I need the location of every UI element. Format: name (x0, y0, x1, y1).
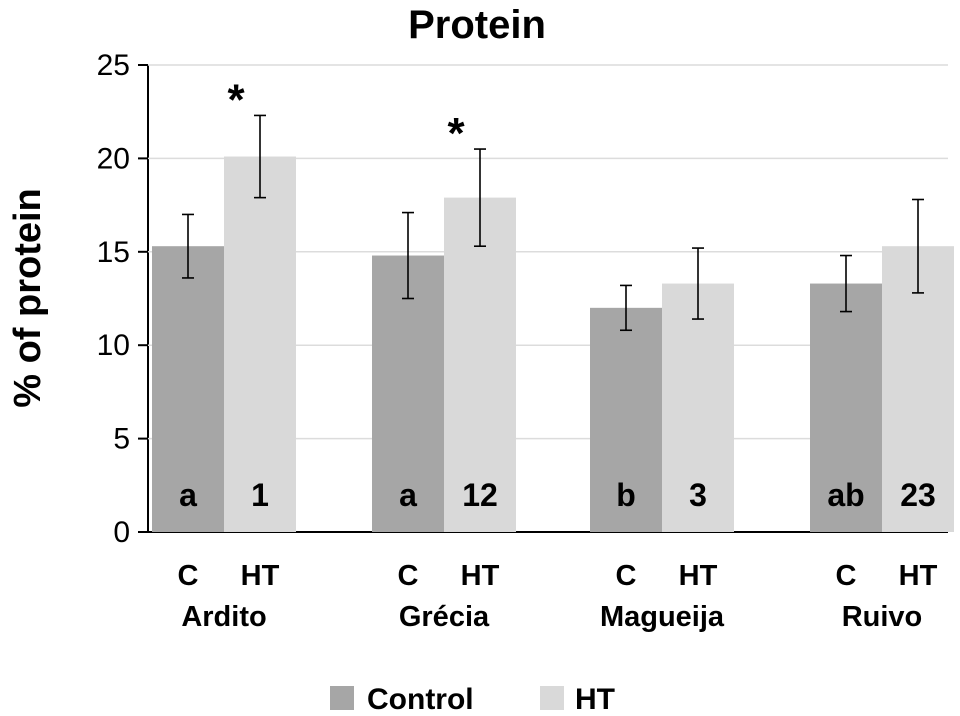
bar-ht-grécia (444, 197, 516, 533)
bar-ht-ruivo (882, 246, 954, 533)
bar-control-magueija (590, 307, 662, 532)
bar-significance-label: a (399, 477, 417, 513)
y-tick-label: 5 (113, 423, 130, 456)
bar-significance-label: ab (827, 477, 864, 513)
bar-significance-label: b (616, 477, 636, 513)
category-label: Magueija (600, 601, 725, 633)
y-axis-ticks: 0 5 10 15 20 25 (97, 49, 130, 549)
legend: Control HT (330, 683, 615, 716)
y-tick-label: 20 (97, 142, 130, 175)
legend-label-control: Control (367, 683, 474, 716)
x-tick-label: HT (899, 560, 938, 592)
bars: a 1 * a 12 * b 3 ab 23 (152, 75, 954, 533)
bar-ht-ardito (224, 156, 296, 533)
x-tick-label: HT (461, 560, 500, 592)
x-tick-label: C (178, 560, 199, 592)
significance-asterisk: * (447, 109, 465, 158)
y-tick-label: 25 (97, 49, 130, 82)
x-tick-label: C (616, 560, 637, 592)
legend-label-ht: HT (575, 683, 615, 716)
category-label: Ruivo (842, 601, 923, 633)
x-axis-labels: C HT Ardito C HT Grécia C HT Magueija C HT Ruivo (178, 560, 938, 633)
x-tick-label: C (398, 560, 419, 592)
y-tick-label: 10 (97, 329, 130, 362)
significance-asterisk: * (227, 75, 245, 124)
x-tick-label: HT (241, 560, 280, 592)
bar-ht-magueija (662, 283, 734, 532)
legend-swatch-ht (540, 686, 564, 710)
category-label: Grécia (399, 601, 490, 633)
legend-swatch-control (330, 686, 354, 710)
bar-significance-label: 1 (251, 477, 269, 513)
bar-control-ruivo (810, 283, 882, 532)
bar-significance-label: 3 (689, 477, 707, 513)
chart-title: Protein (408, 3, 546, 47)
bar-significance-label: a (179, 477, 197, 513)
bar-significance-label: 23 (900, 477, 936, 513)
bar-control-grécia (372, 255, 444, 532)
category-label: Ardito (181, 601, 266, 633)
y-axis-label: % of protein (7, 188, 49, 408)
x-tick-label: HT (679, 560, 718, 592)
bar-significance-label: 12 (462, 477, 498, 513)
x-tick-label: C (836, 560, 857, 592)
y-tick-label: 0 (113, 516, 130, 549)
y-tick-label: 15 (97, 236, 130, 269)
bar-control-ardito (152, 246, 224, 533)
